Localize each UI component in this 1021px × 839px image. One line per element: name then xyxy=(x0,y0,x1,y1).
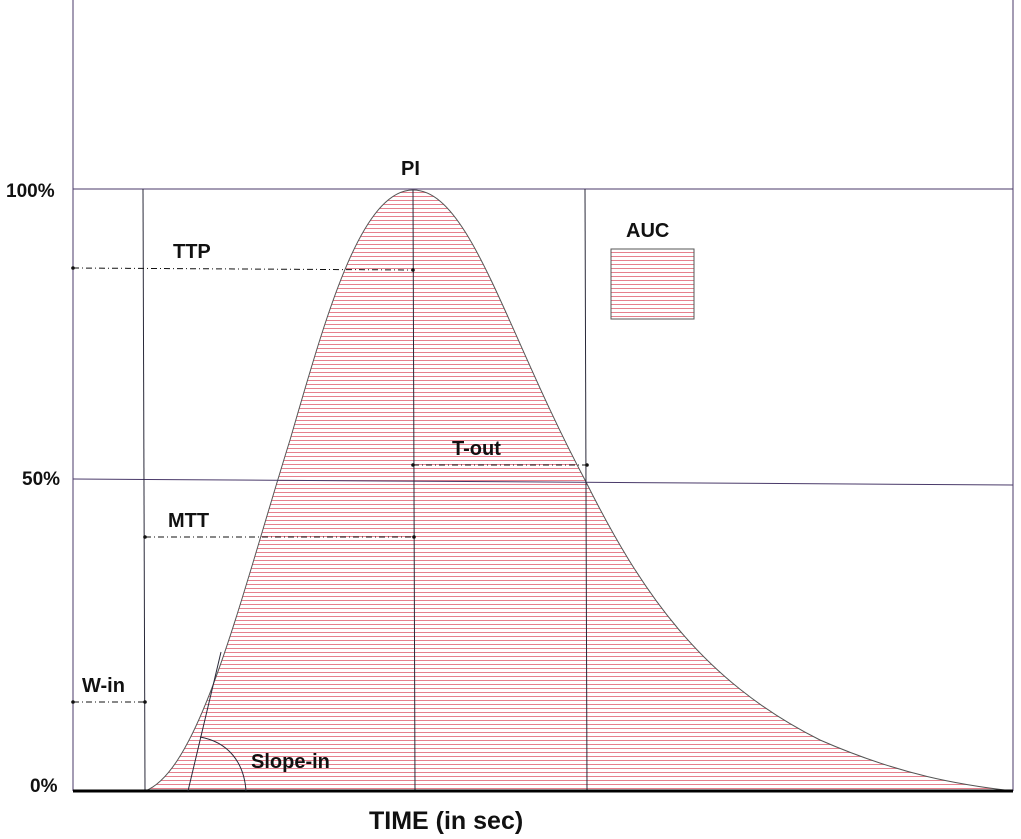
tout-measure xyxy=(411,463,589,467)
start-vertical-line xyxy=(142,188,146,792)
line-50-percent xyxy=(72,478,1014,486)
label-pi: PI xyxy=(401,158,420,180)
y-tick-0: 0% xyxy=(30,776,58,797)
label-ttp: TTP xyxy=(173,241,211,263)
label-tout: T-out xyxy=(452,438,501,460)
intensity-curve xyxy=(144,189,1014,792)
ttp-measure xyxy=(71,266,415,272)
tout-vertical-line xyxy=(584,188,588,792)
mtt-measure xyxy=(143,535,416,539)
area-under-curve xyxy=(145,190,1013,791)
label-mtt: MTT xyxy=(168,510,209,532)
label-slope-in: Slope-in xyxy=(251,751,330,773)
y-tick-100: 100% xyxy=(6,181,55,202)
label-auc: AUC xyxy=(626,220,669,242)
auc-legend-swatch xyxy=(610,248,695,320)
win-measure xyxy=(71,700,147,704)
peak-vertical-line xyxy=(412,189,416,792)
slope-tangent-line xyxy=(187,651,222,792)
x-axis-title: TIME (in sec) xyxy=(369,807,523,835)
label-win: W-in xyxy=(82,675,125,697)
slope-angle-arc xyxy=(199,736,247,792)
y-tick-50: 50% xyxy=(22,469,60,490)
